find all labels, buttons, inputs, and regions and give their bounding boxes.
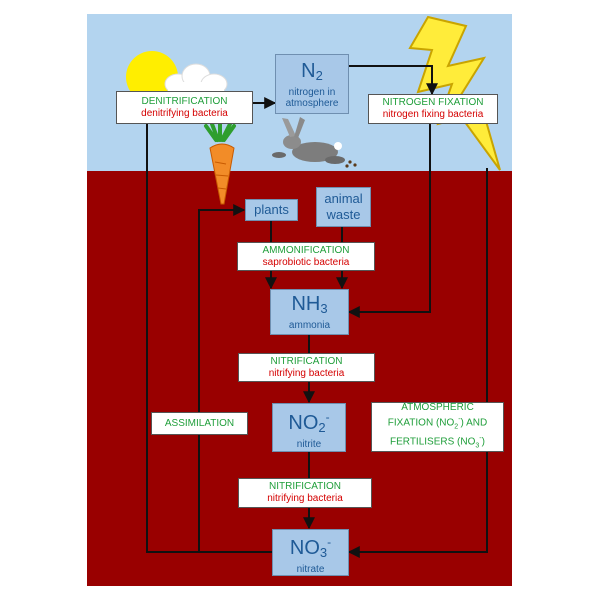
animal-waste-node: animal waste xyxy=(316,187,371,227)
assimilation-title: ASSIMILATION xyxy=(164,417,235,429)
nh3-label: ammonia xyxy=(288,320,331,331)
nitrification-box-1: NITRIFICATION nitrifying bacteria xyxy=(238,353,375,382)
denitrification-agent: denitrifying bacteria xyxy=(141,107,228,119)
sun-icon xyxy=(126,51,178,103)
plants-label: plants xyxy=(254,202,289,217)
nitrogen-fixation-agent: nitrogen fixing bacteria xyxy=(382,109,484,120)
atmospheric-fixation-box: ATMOSPHERIC FIXATION (NO2-) AND FERTILIS… xyxy=(371,402,504,452)
arrow-assimilation-to-plants xyxy=(198,204,275,553)
animal-waste-label: animal waste xyxy=(324,191,363,222)
ammonification-title: AMMONIFICATION xyxy=(262,244,350,256)
no3-node: NO3- nitrate xyxy=(272,529,349,576)
atmospheric-line-1: ATMOSPHERIC xyxy=(401,401,474,413)
arrow-atmospheric-to-no3 xyxy=(347,168,488,558)
n2-symbol: N2 xyxy=(301,59,323,83)
n2-label: nitrogen in atmosphere xyxy=(285,86,339,109)
nh3-node: NH3 ammonia xyxy=(270,289,349,335)
lightning-icon xyxy=(408,15,501,171)
no2-label: nitrite xyxy=(296,438,322,450)
nitrification-1-agent: nitrifying bacteria xyxy=(268,367,345,379)
no2-node: NO2- nitrite xyxy=(272,403,346,452)
no2-symbol: NO2- xyxy=(288,409,330,435)
nitrogen-fixation-box: NITROGEN FIXATION nitrogen fixing bacter… xyxy=(368,94,498,124)
nitrification-2-agent: nitrifying bacteria xyxy=(267,493,343,504)
assimilation-box: ASSIMILATION xyxy=(151,412,248,435)
nitrification-2-title: NITRIFICATION xyxy=(268,481,342,492)
nitrogen-fixation-title: NITROGEN FIXATION xyxy=(382,97,484,108)
denitrification-title: DENITRIFICATION xyxy=(141,95,228,107)
plants-node: plants xyxy=(245,199,298,221)
ammonification-agent: saprobiotic bacteria xyxy=(262,256,350,268)
atmospheric-line-3: FERTILISERS (NO3-) xyxy=(390,435,485,450)
nh3-symbol: NH3 xyxy=(291,293,328,316)
no3-label: nitrate xyxy=(296,563,325,575)
arrow-n2-to-fixation xyxy=(349,65,438,96)
nitrification-box-2: NITRIFICATION nitrifying bacteria xyxy=(238,478,372,508)
arrow-fixation-to-nh3 xyxy=(347,124,431,318)
nitrification-1-title: NITRIFICATION xyxy=(270,355,343,367)
n2-node: N2 nitrogen in atmosphere xyxy=(275,54,349,114)
carrot-icon xyxy=(204,120,236,205)
no3-symbol: NO3- xyxy=(289,534,332,560)
rabbit-icon xyxy=(272,117,357,168)
atmospheric-line-2: FIXATION (NO2-) AND xyxy=(387,415,488,430)
ammonification-box: AMMONIFICATION saprobiotic bacteria xyxy=(237,242,375,271)
denitrification-box: DENITRIFICATION denitrifying bacteria xyxy=(116,91,253,124)
